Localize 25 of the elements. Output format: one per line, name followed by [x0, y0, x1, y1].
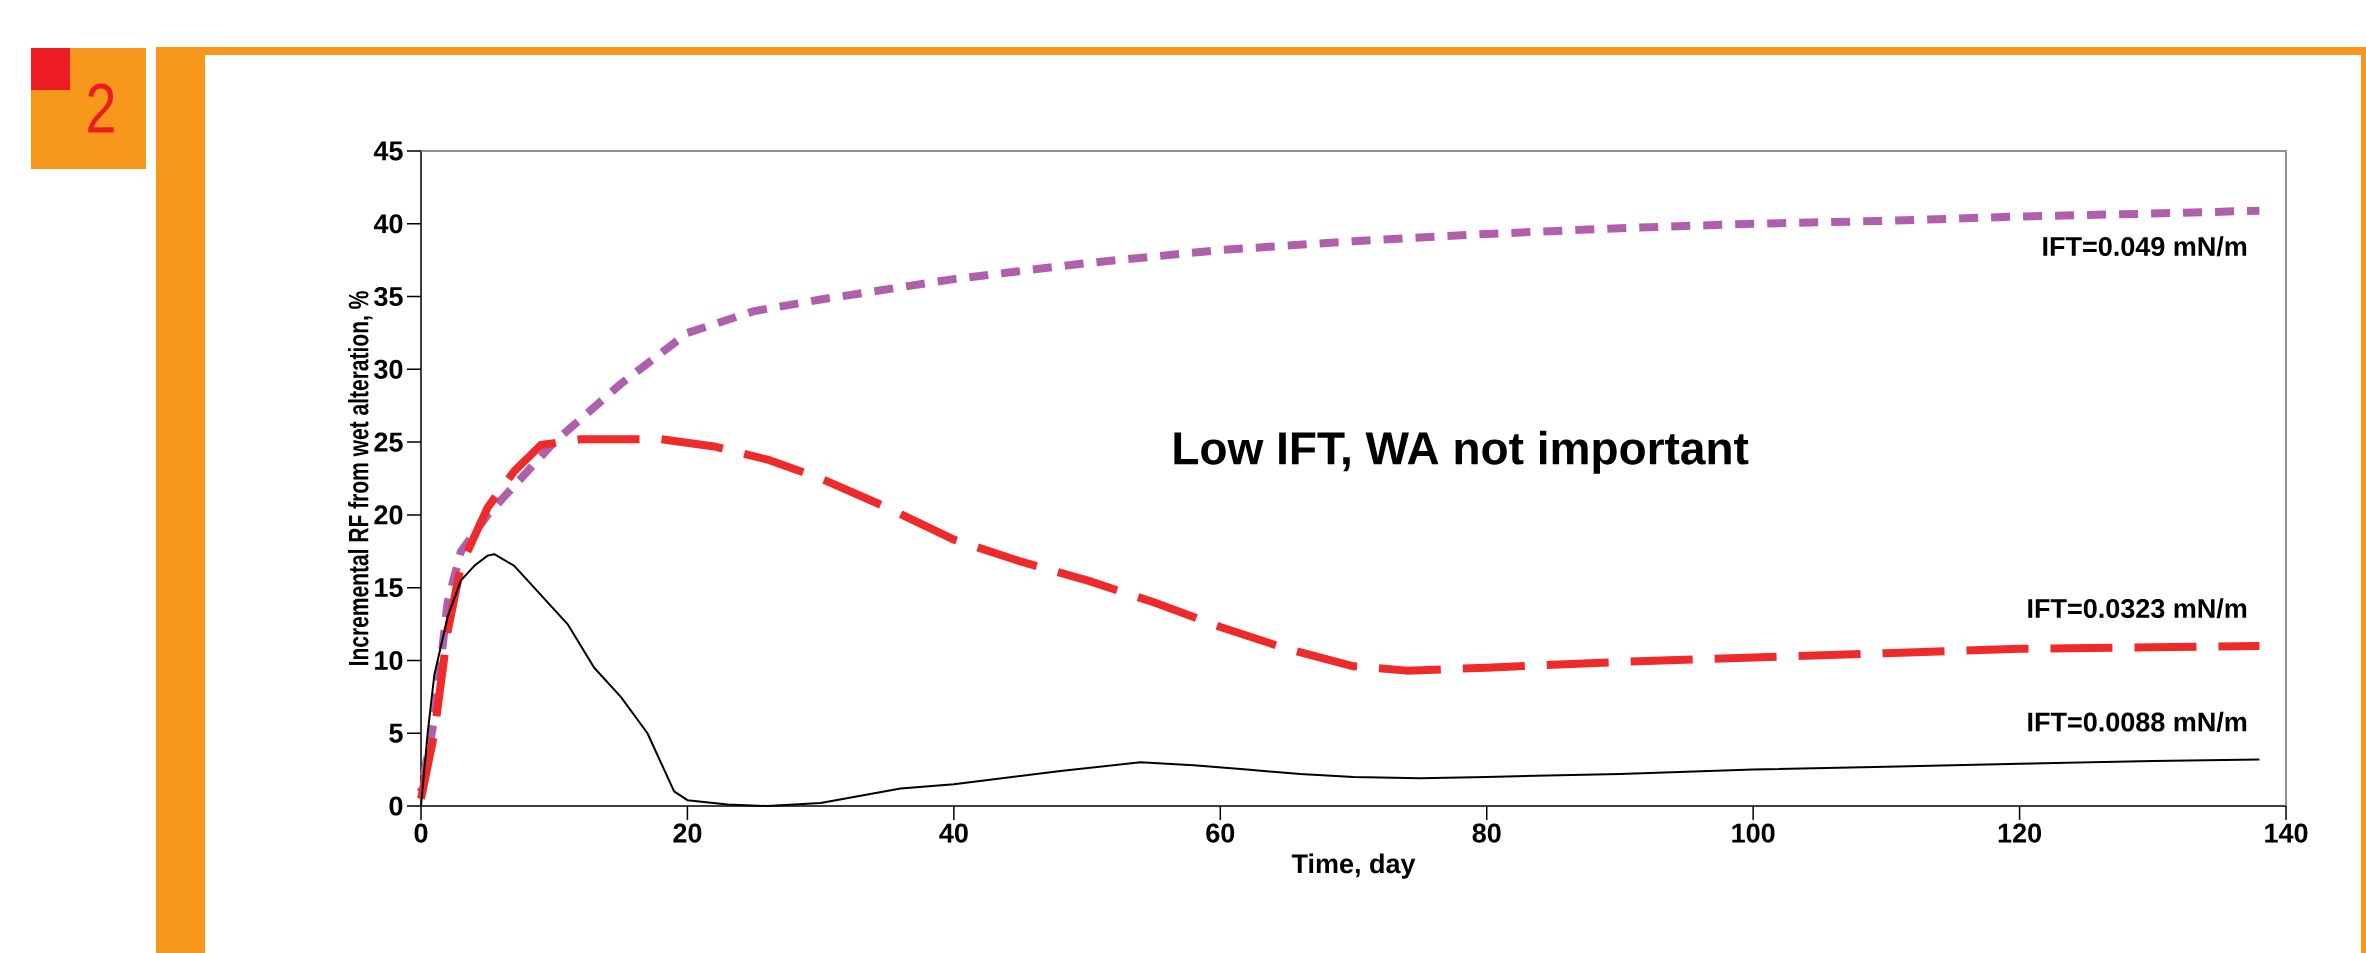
- x-axis-title: Time, day: [1291, 853, 1416, 879]
- y-tick-label: 35: [374, 286, 403, 307]
- x-tick-label: 100: [1732, 823, 1775, 843]
- y-tick-label: 10: [375, 650, 403, 670]
- x-tick-label: 140: [2265, 823, 2308, 843]
- y-tick-label: 25: [374, 432, 403, 452]
- series-label: IFT=0.049 mN/m: [2043, 236, 2247, 257]
- y-tick-label: 20: [374, 505, 403, 525]
- text: 2: [88, 83, 114, 133]
- x-tick-label: 0: [414, 823, 428, 843]
- y-axis-title: Incremental RF from wet alteration, %: [347, 291, 373, 665]
- annotation: Low IFT, WA not important: [1174, 430, 1749, 474]
- y-tick-label: 40: [373, 214, 403, 234]
- x-tick-label: 120: [1998, 823, 2041, 843]
- x-tick-label: 40: [939, 823, 968, 843]
- series-label: IFT=0.0323 mN/m: [2028, 598, 2247, 619]
- x-tick-label: 20: [673, 823, 702, 843]
- y-tick-label: 45: [373, 141, 403, 161]
- x-tick-label: 80: [1472, 823, 1501, 843]
- y-tick-label: 15: [375, 578, 403, 598]
- series-label: IFT=0.0088 mN/m: [2028, 711, 2247, 732]
- x-tick-label: 60: [1206, 823, 1235, 843]
- y-tick-label: 30: [374, 359, 403, 379]
- y-tick-label: 0: [389, 796, 403, 816]
- y-tick-label: 5: [389, 723, 403, 743]
